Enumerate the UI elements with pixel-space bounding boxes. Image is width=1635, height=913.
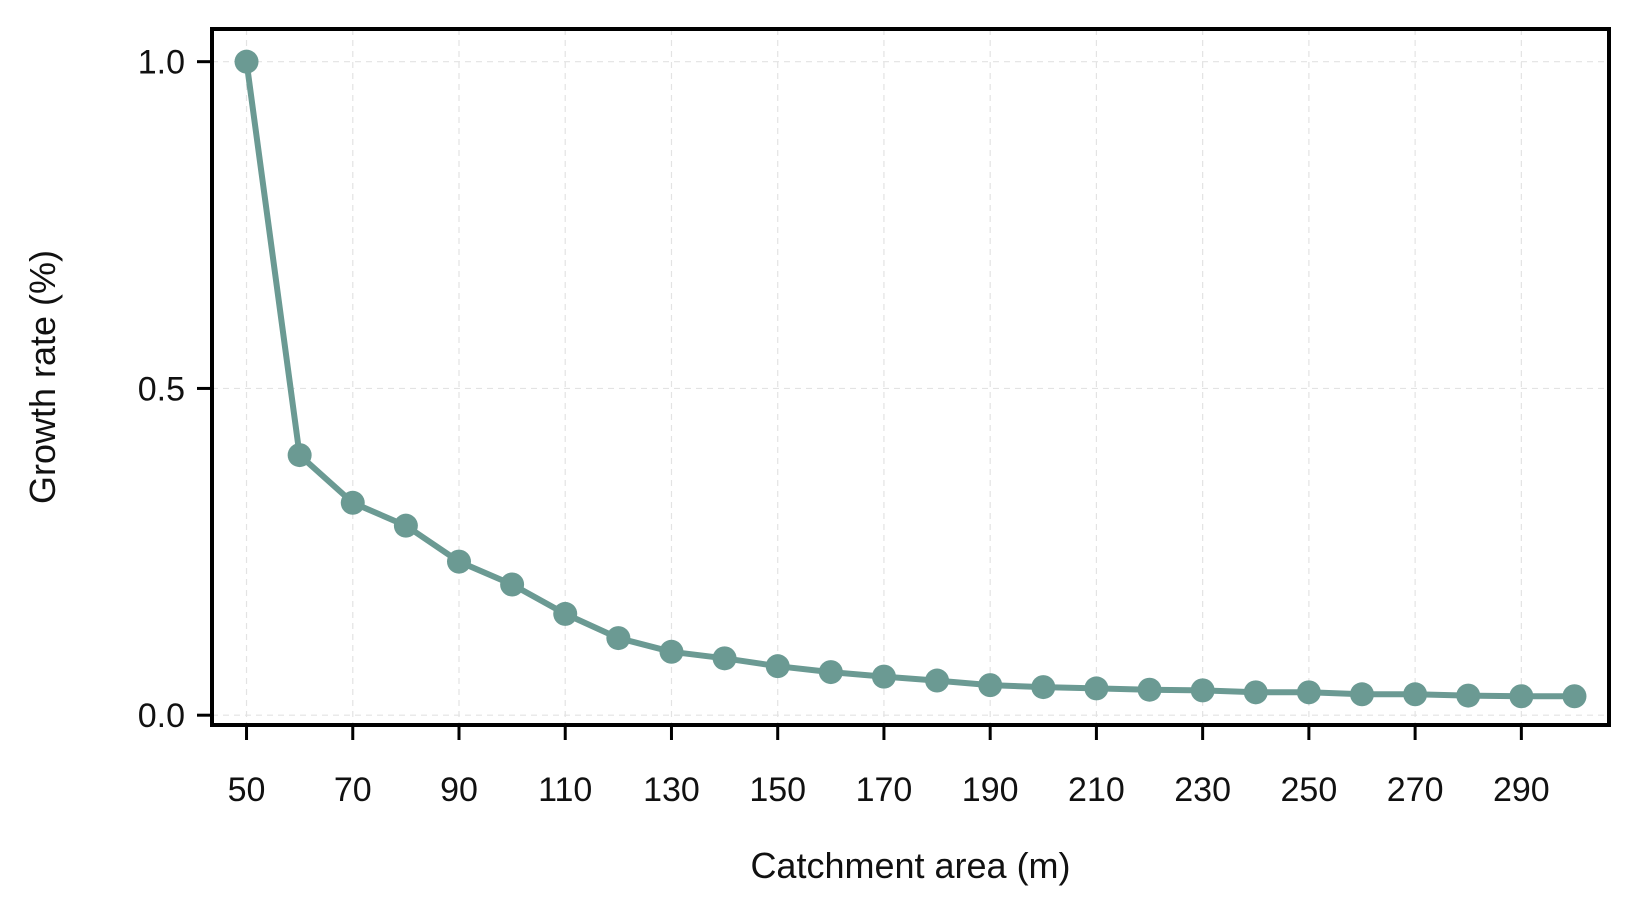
data-point-170 <box>871 664 896 689</box>
data-point-120 <box>606 626 631 651</box>
data-point-110 <box>553 601 578 626</box>
x-tick-label-130: 130 <box>643 771 700 809</box>
x-tick-label-250: 250 <box>1281 771 1338 809</box>
x-tick-label-70: 70 <box>334 771 372 809</box>
y-tick-label-1: 0.5 <box>138 370 185 408</box>
data-point-80 <box>393 513 418 538</box>
series-line-growth-rate <box>243 58 1578 700</box>
data-point-100 <box>500 572 525 597</box>
y-tick-label-2: 1.0 <box>138 44 185 82</box>
y-axis-ticks: 0.0 0.5 1.0 <box>138 44 210 735</box>
data-point-290 <box>1509 684 1534 709</box>
y-tick-label-0: 0.0 <box>138 697 185 735</box>
x-tick-label-50: 50 <box>228 771 266 809</box>
grid <box>212 29 1609 725</box>
data-point-270 <box>1403 682 1428 707</box>
data-point-70 <box>340 490 365 515</box>
x-axis-ticks: 50 70 90 110 130 150 170 190 210 230 250 270 290 <box>228 727 1550 809</box>
data-point-250 <box>1296 680 1321 705</box>
x-axis-title: Catchment area (m) <box>750 845 1070 886</box>
x-tick-label-150: 150 <box>749 771 806 809</box>
data-point-190 <box>978 673 1003 698</box>
y-axis-title: Growth rate (%) <box>22 250 63 504</box>
data-point-230 <box>1190 678 1215 703</box>
plot-frame <box>210 27 1611 727</box>
series-line-0 <box>243 58 1578 700</box>
x-tick-label-110: 110 <box>538 771 592 809</box>
data-point-210 <box>1084 676 1109 701</box>
x-tick-label-210: 210 <box>1068 771 1125 809</box>
data-point-180 <box>925 668 950 693</box>
x-tick-label-90: 90 <box>440 771 478 809</box>
x-tick-label-190: 190 <box>962 771 1019 809</box>
data-point-60 <box>287 443 312 468</box>
data-point-200 <box>1031 675 1056 700</box>
data-point-150 <box>765 654 790 679</box>
data-point-280 <box>1456 683 1481 708</box>
data-point-260 <box>1350 682 1375 707</box>
data-point-130 <box>659 639 684 664</box>
data-point-220 <box>1137 677 1162 702</box>
data-point-50 <box>234 49 259 74</box>
data-point-300 <box>1562 684 1587 709</box>
x-tick-label-230: 230 <box>1174 771 1231 809</box>
data-points <box>234 49 1587 709</box>
x-tick-label-290: 290 <box>1493 771 1550 809</box>
data-point-240 <box>1243 680 1268 705</box>
data-point-90 <box>446 549 471 574</box>
data-point-160 <box>818 660 843 685</box>
x-tick-label-170: 170 <box>856 771 913 809</box>
data-point-140 <box>712 646 737 671</box>
x-tick-label-270: 270 <box>1387 771 1444 809</box>
